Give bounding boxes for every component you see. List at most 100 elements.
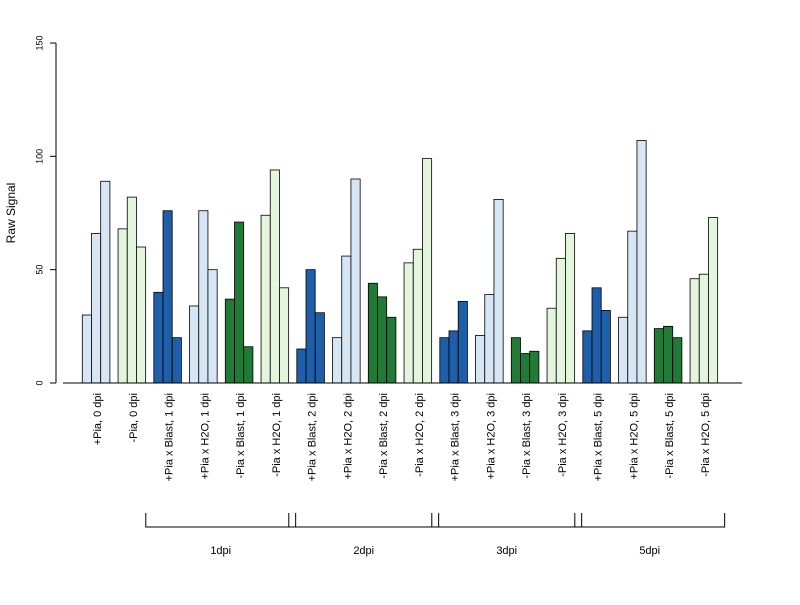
bar: [412, 248, 423, 384]
x-tick-label: +Pia x Blast, 3 dpi: [450, 393, 462, 481]
bar-group: [546, 232, 576, 384]
bar: [457, 300, 468, 384]
bar: [350, 178, 361, 384]
group-label: 2dpi: [353, 545, 374, 557]
bar: [484, 294, 495, 384]
x-axis: +Pia, 0 dpi -Pia, 0 dpi +Pia x Blast, 1 dp…: [63, 382, 742, 481]
bar: [296, 348, 307, 384]
bar: [260, 214, 271, 384]
bar: [279, 287, 290, 384]
bar-group: [117, 196, 147, 384]
x-tick-label: -Pia x H2O, 3 dpi: [557, 393, 569, 477]
bar-group: [81, 180, 111, 384]
x-tick-label: +Pia, 0 dpi: [92, 393, 104, 445]
x-tick-label: -Pia, 0 dpi: [128, 393, 140, 443]
group-brackets: 1dpi 2dpi 3dpi 5dpi: [145, 513, 726, 557]
bar-group: [439, 300, 468, 384]
y-tick-label: 0: [34, 380, 44, 385]
bar: [582, 330, 593, 384]
bar: [698, 273, 709, 384]
group-bracket-line: [574, 513, 726, 528]
bar: [224, 298, 235, 384]
y-tick-label: 150: [34, 35, 44, 50]
bar-group: [618, 140, 647, 384]
bar: [269, 169, 280, 384]
bar: [475, 334, 486, 384]
bar: [636, 140, 647, 384]
bar: [555, 257, 566, 384]
bar: [529, 350, 540, 384]
x-tick-label: +Pia x H2O, 1 dpi: [199, 393, 211, 480]
bar: [314, 312, 325, 384]
bar: [448, 330, 459, 384]
bar-group: [153, 210, 182, 384]
group-label: 1dpi: [210, 545, 231, 557]
bar: [305, 269, 316, 384]
bar-group: [260, 169, 290, 384]
y-axis: 0 50 100 150: [34, 35, 57, 386]
x-tick-label: -Pia x Blast, 2 dpi: [378, 393, 390, 479]
y-tick-label: 100: [34, 149, 44, 164]
bar: [386, 316, 397, 384]
bar: [81, 314, 92, 384]
bar: [618, 316, 629, 384]
bar: [377, 296, 388, 384]
x-tick-label: +Pia x Blast, 5 dpi: [593, 393, 605, 481]
bar: [332, 337, 343, 384]
bar: [126, 196, 137, 384]
bar-group: [296, 269, 325, 384]
bar: [600, 310, 611, 384]
bar: [136, 246, 147, 384]
bar: [243, 346, 254, 384]
x-tick-label: -Pia x H2O, 2 dpi: [414, 393, 426, 477]
bar: [189, 305, 200, 384]
bar: [91, 232, 102, 384]
bar: [672, 337, 683, 384]
bar: [341, 255, 352, 384]
bar: [439, 337, 450, 384]
bar: [207, 269, 218, 384]
group-bracket-line: [288, 513, 440, 528]
bar-group: [367, 282, 397, 384]
bar: [653, 328, 664, 384]
bar-group: [689, 217, 719, 384]
group-bracket: 3dpi: [431, 513, 583, 557]
bar: [171, 337, 182, 384]
x-tick-label: +Pia x Blast, 1 dpi: [164, 393, 176, 481]
bar: [198, 210, 209, 384]
x-tick-label: +Pia x H2O, 3 dpi: [485, 393, 497, 480]
bar: [162, 210, 173, 384]
x-tick-label: -Pia x H2O, 5 dpi: [700, 393, 712, 477]
group-bracket: 5dpi: [574, 513, 726, 557]
bar-group: [224, 221, 254, 384]
group-label: 5dpi: [639, 545, 660, 557]
bar: [565, 232, 576, 384]
bar: [510, 337, 521, 384]
x-tick-label: +Pia x H2O, 5 dpi: [628, 393, 640, 480]
bar: [663, 325, 674, 384]
bar-group: [403, 158, 433, 384]
bar: [117, 228, 128, 384]
bar: [367, 282, 378, 384]
x-tick-label: -Pia x H2O, 1 dpi: [271, 393, 283, 477]
group-bracket-line: [145, 513, 297, 528]
group-bracket-line: [431, 513, 583, 528]
bar: [627, 230, 638, 384]
bar: [234, 221, 245, 384]
x-tick-label: -Pia x Blast, 5 dpi: [664, 393, 676, 479]
bar-group: [332, 178, 361, 384]
bar: [546, 307, 557, 384]
bars: [81, 140, 719, 384]
bar: [403, 262, 414, 384]
y-tick-label: 50: [34, 265, 44, 275]
bar: [100, 180, 111, 384]
bar: [520, 353, 531, 384]
bar: [153, 291, 164, 384]
bar-group: [189, 210, 218, 384]
bar: [591, 287, 602, 384]
bar: [689, 278, 700, 384]
bar-group: [653, 325, 683, 384]
group-bracket: 2dpi: [288, 513, 440, 557]
